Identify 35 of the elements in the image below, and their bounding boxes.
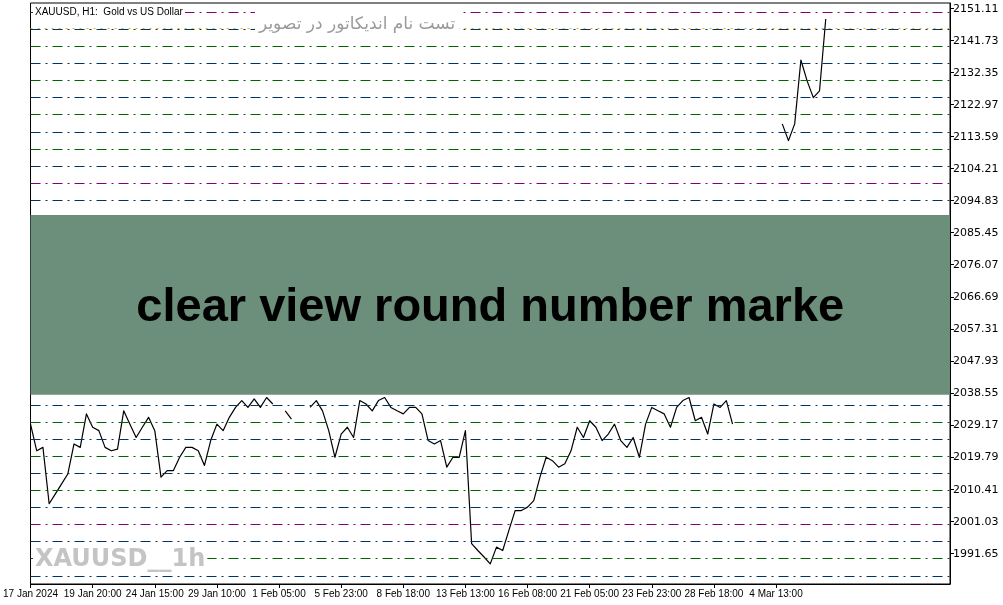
x-tick-label: 21 Feb 05:00 xyxy=(560,587,620,599)
y-tick-label: 2010.41 xyxy=(953,482,999,496)
y-tick-label: 2047.93 xyxy=(953,354,999,368)
y-tick-label: 2076.07 xyxy=(953,258,999,272)
text: تست نام اندیکاتور در تصویر xyxy=(258,12,456,33)
x-tick-label: 28 Feb 18:00 xyxy=(684,587,744,599)
x-tick-label: 19 Jan 20:00 xyxy=(63,587,122,599)
y-tick-label: 2122.97 xyxy=(953,98,999,112)
y-tick-label: 2057.31 xyxy=(953,322,999,336)
y-tick-label: 2085.45 xyxy=(953,226,999,240)
y-tick-label: 2066.69 xyxy=(953,290,999,304)
y-tick-label: 2001.03 xyxy=(953,514,999,528)
y-tick-label: 2151.11 xyxy=(953,1,999,15)
chart-subtitle: XAUUSD, H1: Gold vs US Dollar xyxy=(35,5,184,17)
x-tick-label: 29 Jan 10:00 xyxy=(187,587,247,599)
y-tick-label: 2141.73 xyxy=(953,33,999,47)
y-tick-label: 2104.21 xyxy=(953,162,999,176)
x-tick-label: 23 Feb 23:00 xyxy=(622,587,682,599)
y-tick-label: 1991.65 xyxy=(953,546,999,560)
y-tick-label: 2094.83 xyxy=(953,194,999,208)
annotation: XAUUSD__1h xyxy=(35,544,206,572)
x-tick-label: 5 Feb 23:00 xyxy=(314,587,369,599)
x-tick-label: 24 Jan 15:00 xyxy=(125,587,185,599)
y-tick-label: 2132.35 xyxy=(953,66,999,80)
y-tick-label: 2019.79 xyxy=(953,450,999,464)
y-tick-label: 2029.17 xyxy=(953,418,999,432)
y-tick-label: 2038.55 xyxy=(953,386,999,400)
x-tick-label: 8 Feb 18:00 xyxy=(376,587,431,599)
y-tick-label: 2113.59 xyxy=(953,130,999,144)
band-label: clear view round number marke xyxy=(136,278,845,332)
x-tick-label: 17 Jan 2024 xyxy=(2,587,59,599)
x-tick-label: 13 Feb 13:00 xyxy=(435,587,496,599)
x-tick-label: 4 Mar 13:00 xyxy=(749,587,804,599)
x-tick-label: 16 Feb 08:00 xyxy=(498,587,558,599)
x-tick-label: 1 Feb 05:00 xyxy=(252,587,307,599)
